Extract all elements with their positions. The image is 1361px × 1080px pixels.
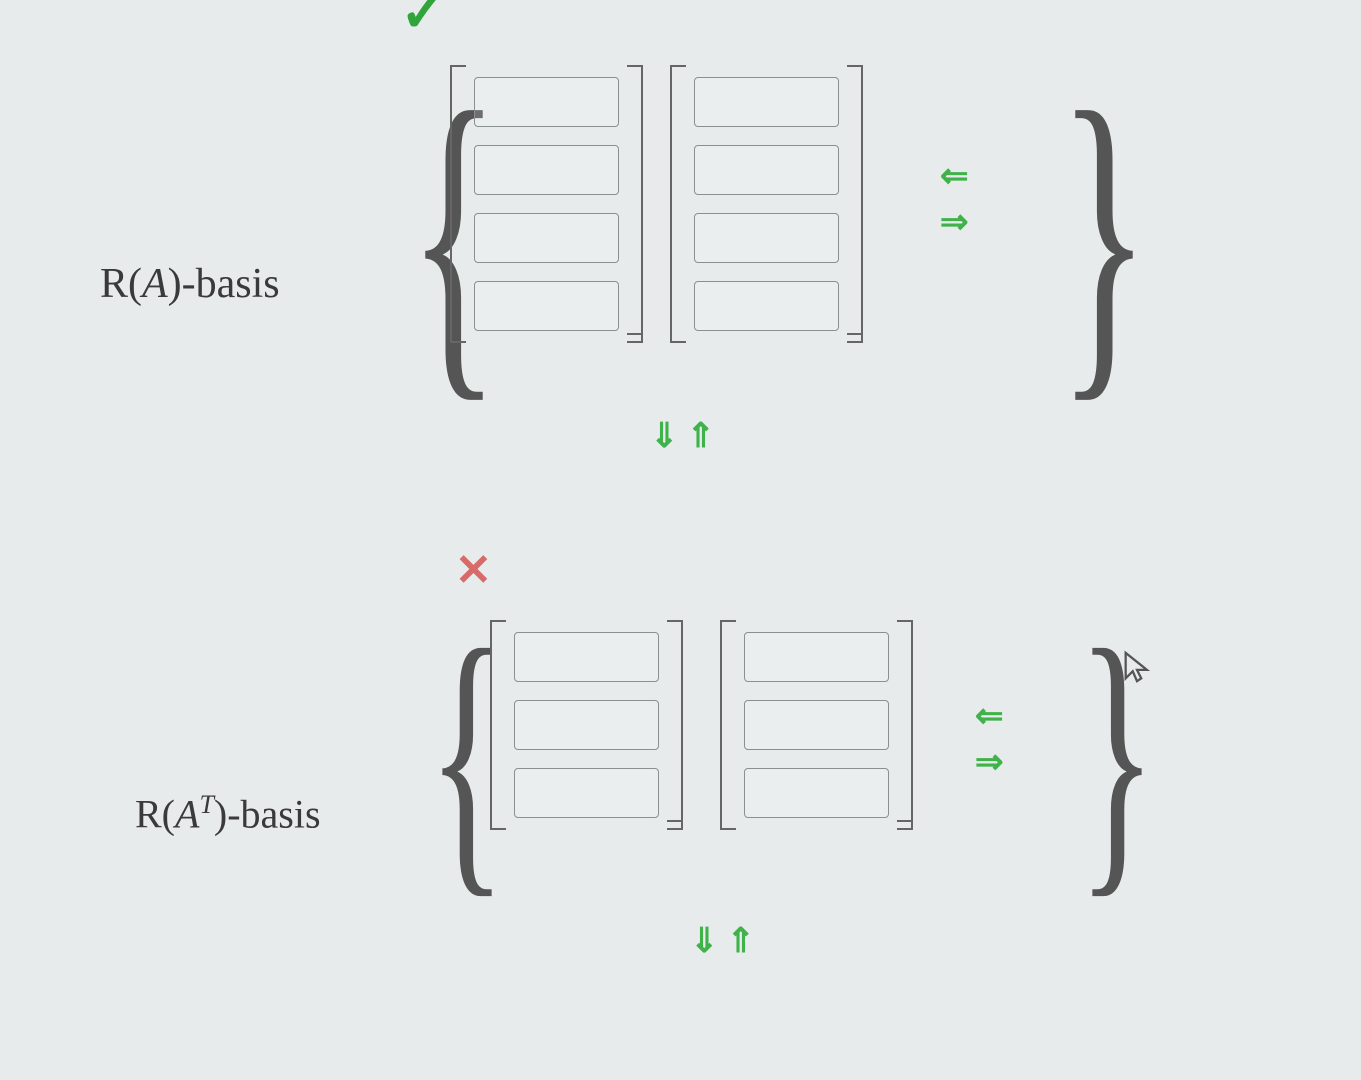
- vector-rat-1: [490, 620, 683, 830]
- arrow-left-icon[interactable]: ⇐: [975, 700, 1004, 734]
- cell-input[interactable]: [694, 213, 839, 263]
- cell-input[interactable]: [744, 768, 889, 818]
- cell-input[interactable]: [474, 145, 619, 195]
- arrow-right-icon[interactable]: ⇒: [975, 746, 1004, 780]
- vector-ra-1: [450, 65, 643, 343]
- add-remove-row-rat[interactable]: ⇓ ⇑: [690, 925, 755, 959]
- cell-input[interactable]: [694, 77, 839, 127]
- cell-input[interactable]: [744, 632, 889, 682]
- vector-ra-2: [670, 65, 863, 343]
- add-remove-row-ra[interactable]: ⇓ ⇑: [650, 420, 715, 454]
- add-remove-vector-rat[interactable]: ⇐ ⇒: [975, 700, 1004, 780]
- label-ra-basis: R(A)-basis: [100, 260, 280, 308]
- check-icon: ✓: [400, 0, 447, 45]
- cell-input[interactable]: [474, 213, 619, 263]
- cursor-icon: [1120, 650, 1154, 684]
- cell-input[interactable]: [514, 632, 659, 682]
- arrow-down-icon[interactable]: ⇓: [650, 420, 679, 454]
- arrow-right-icon[interactable]: ⇒: [940, 206, 969, 240]
- cell-input[interactable]: [514, 768, 659, 818]
- cell-input[interactable]: [514, 700, 659, 750]
- add-remove-vector-ra[interactable]: ⇐ ⇒: [940, 160, 969, 240]
- vector-rat-2: [720, 620, 913, 830]
- arrow-up-icon[interactable]: ⇑: [727, 925, 756, 959]
- arrow-left-icon[interactable]: ⇐: [940, 160, 969, 194]
- brace-close-ra: }: [1058, 60, 1150, 410]
- cell-input[interactable]: [474, 77, 619, 127]
- arrow-down-icon[interactable]: ⇓: [690, 925, 719, 959]
- label-rat-basis: R(AT)-basis: [135, 790, 321, 837]
- cell-input[interactable]: [694, 145, 839, 195]
- cell-input[interactable]: [694, 281, 839, 331]
- cell-input[interactable]: [744, 700, 889, 750]
- cell-input[interactable]: [474, 281, 619, 331]
- arrow-up-icon[interactable]: ⇑: [687, 420, 716, 454]
